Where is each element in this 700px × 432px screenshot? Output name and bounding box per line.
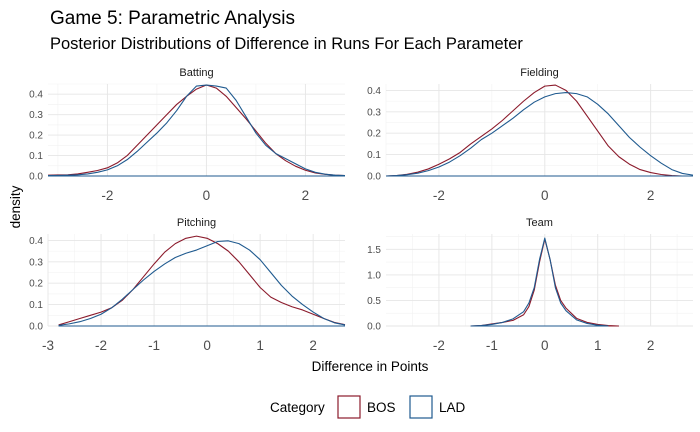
density-curve-lad	[58, 240, 346, 326]
x-tick-label: -3	[42, 338, 54, 353]
x-tick-label: -1	[486, 338, 498, 353]
chart-subtitle: Posterior Distributions of Difference in…	[50, 35, 523, 53]
x-tick-label: 2	[302, 188, 310, 203]
y-axis-label: density	[8, 185, 23, 228]
density-curve-lad	[470, 237, 609, 327]
legend-label-lad: LAD	[439, 400, 466, 415]
legend-key-lad	[409, 395, 433, 419]
legend-label-bos: BOS	[367, 400, 396, 415]
density-curve-lad	[385, 92, 694, 177]
legend-title: Category	[270, 400, 325, 415]
density-curve-bos	[385, 84, 683, 177]
legend: Category BOS LAD	[270, 395, 466, 419]
facet-panels: Batting 0.0 0.1 0.2 0.3 0.4 -2 0 2 Fielding 0.0 0.1…	[29, 67, 694, 353]
y-tick-label: 0.2	[367, 129, 381, 140]
y-tick-label: 0.1	[29, 300, 43, 311]
y-tick-label: 0.4	[367, 86, 381, 97]
panel-fielding: Fielding 0.0 0.1 0.2 0.3 0.4 -2 0 2	[367, 67, 694, 203]
y-tick-label: 0.0	[29, 172, 43, 183]
x-tick-label: -2	[433, 188, 445, 203]
x-tick-label: 0	[541, 188, 549, 203]
y-tick-label: 0.3	[367, 107, 381, 118]
density-curve-lad	[47, 84, 346, 177]
x-tick-label: 2	[647, 338, 655, 353]
x-tick-label: -2	[433, 338, 445, 353]
facet-title: Fielding	[520, 67, 559, 79]
y-tick-label: 0.0	[367, 322, 381, 333]
y-tick-label: 1.0	[367, 270, 381, 281]
y-tick-label: 0.4	[29, 236, 43, 247]
x-tick-label: -1	[148, 338, 160, 353]
x-tick-label: 2	[309, 338, 317, 353]
y-tick-label: 0.0	[29, 322, 43, 333]
x-tick-label: -2	[101, 188, 113, 203]
density-curve-bos	[58, 235, 346, 326]
x-axis-label: Difference in Points	[312, 359, 429, 374]
x-tick-label: 0	[541, 338, 549, 353]
y-tick-label: 1.5	[367, 245, 381, 256]
chart-title: Game 5: Parametric Analysis	[50, 8, 295, 29]
x-tick-label: 1	[256, 338, 264, 353]
y-tick-label: 0.3	[29, 110, 43, 121]
panel-team: Team 0.0 0.5 1.0 1.5 -2 -1 0 1 2	[367, 217, 693, 353]
y-tick-label: 0.2	[29, 279, 43, 290]
x-tick-label: -2	[95, 338, 107, 353]
y-tick-label: 0.4	[29, 90, 43, 101]
y-tick-label: 0.5	[367, 296, 381, 307]
x-tick-label: 1	[594, 338, 602, 353]
facet-title: Pitching	[177, 217, 216, 229]
x-tick-label: 0	[203, 338, 211, 353]
density-curve-bos	[47, 84, 346, 177]
facet-title: Batting	[179, 67, 213, 79]
y-tick-label: 0.1	[367, 150, 381, 161]
legend-key-bos	[337, 395, 361, 419]
x-tick-label: 0	[203, 188, 211, 203]
panel-batting: Batting 0.0 0.1 0.2 0.3 0.4 -2 0 2	[29, 67, 346, 203]
facet-title: Team	[526, 217, 553, 229]
y-tick-label: 0.1	[29, 151, 43, 162]
y-tick-label: 0.2	[29, 131, 43, 142]
x-tick-label: 2	[647, 188, 655, 203]
panel-pitching: Pitching 0.0 0.1 0.2 0.3 0.4 -3 -2 -1 0 1 2	[29, 217, 346, 353]
y-tick-label: 0.3	[29, 257, 43, 268]
y-tick-label: 0.0	[367, 172, 381, 183]
